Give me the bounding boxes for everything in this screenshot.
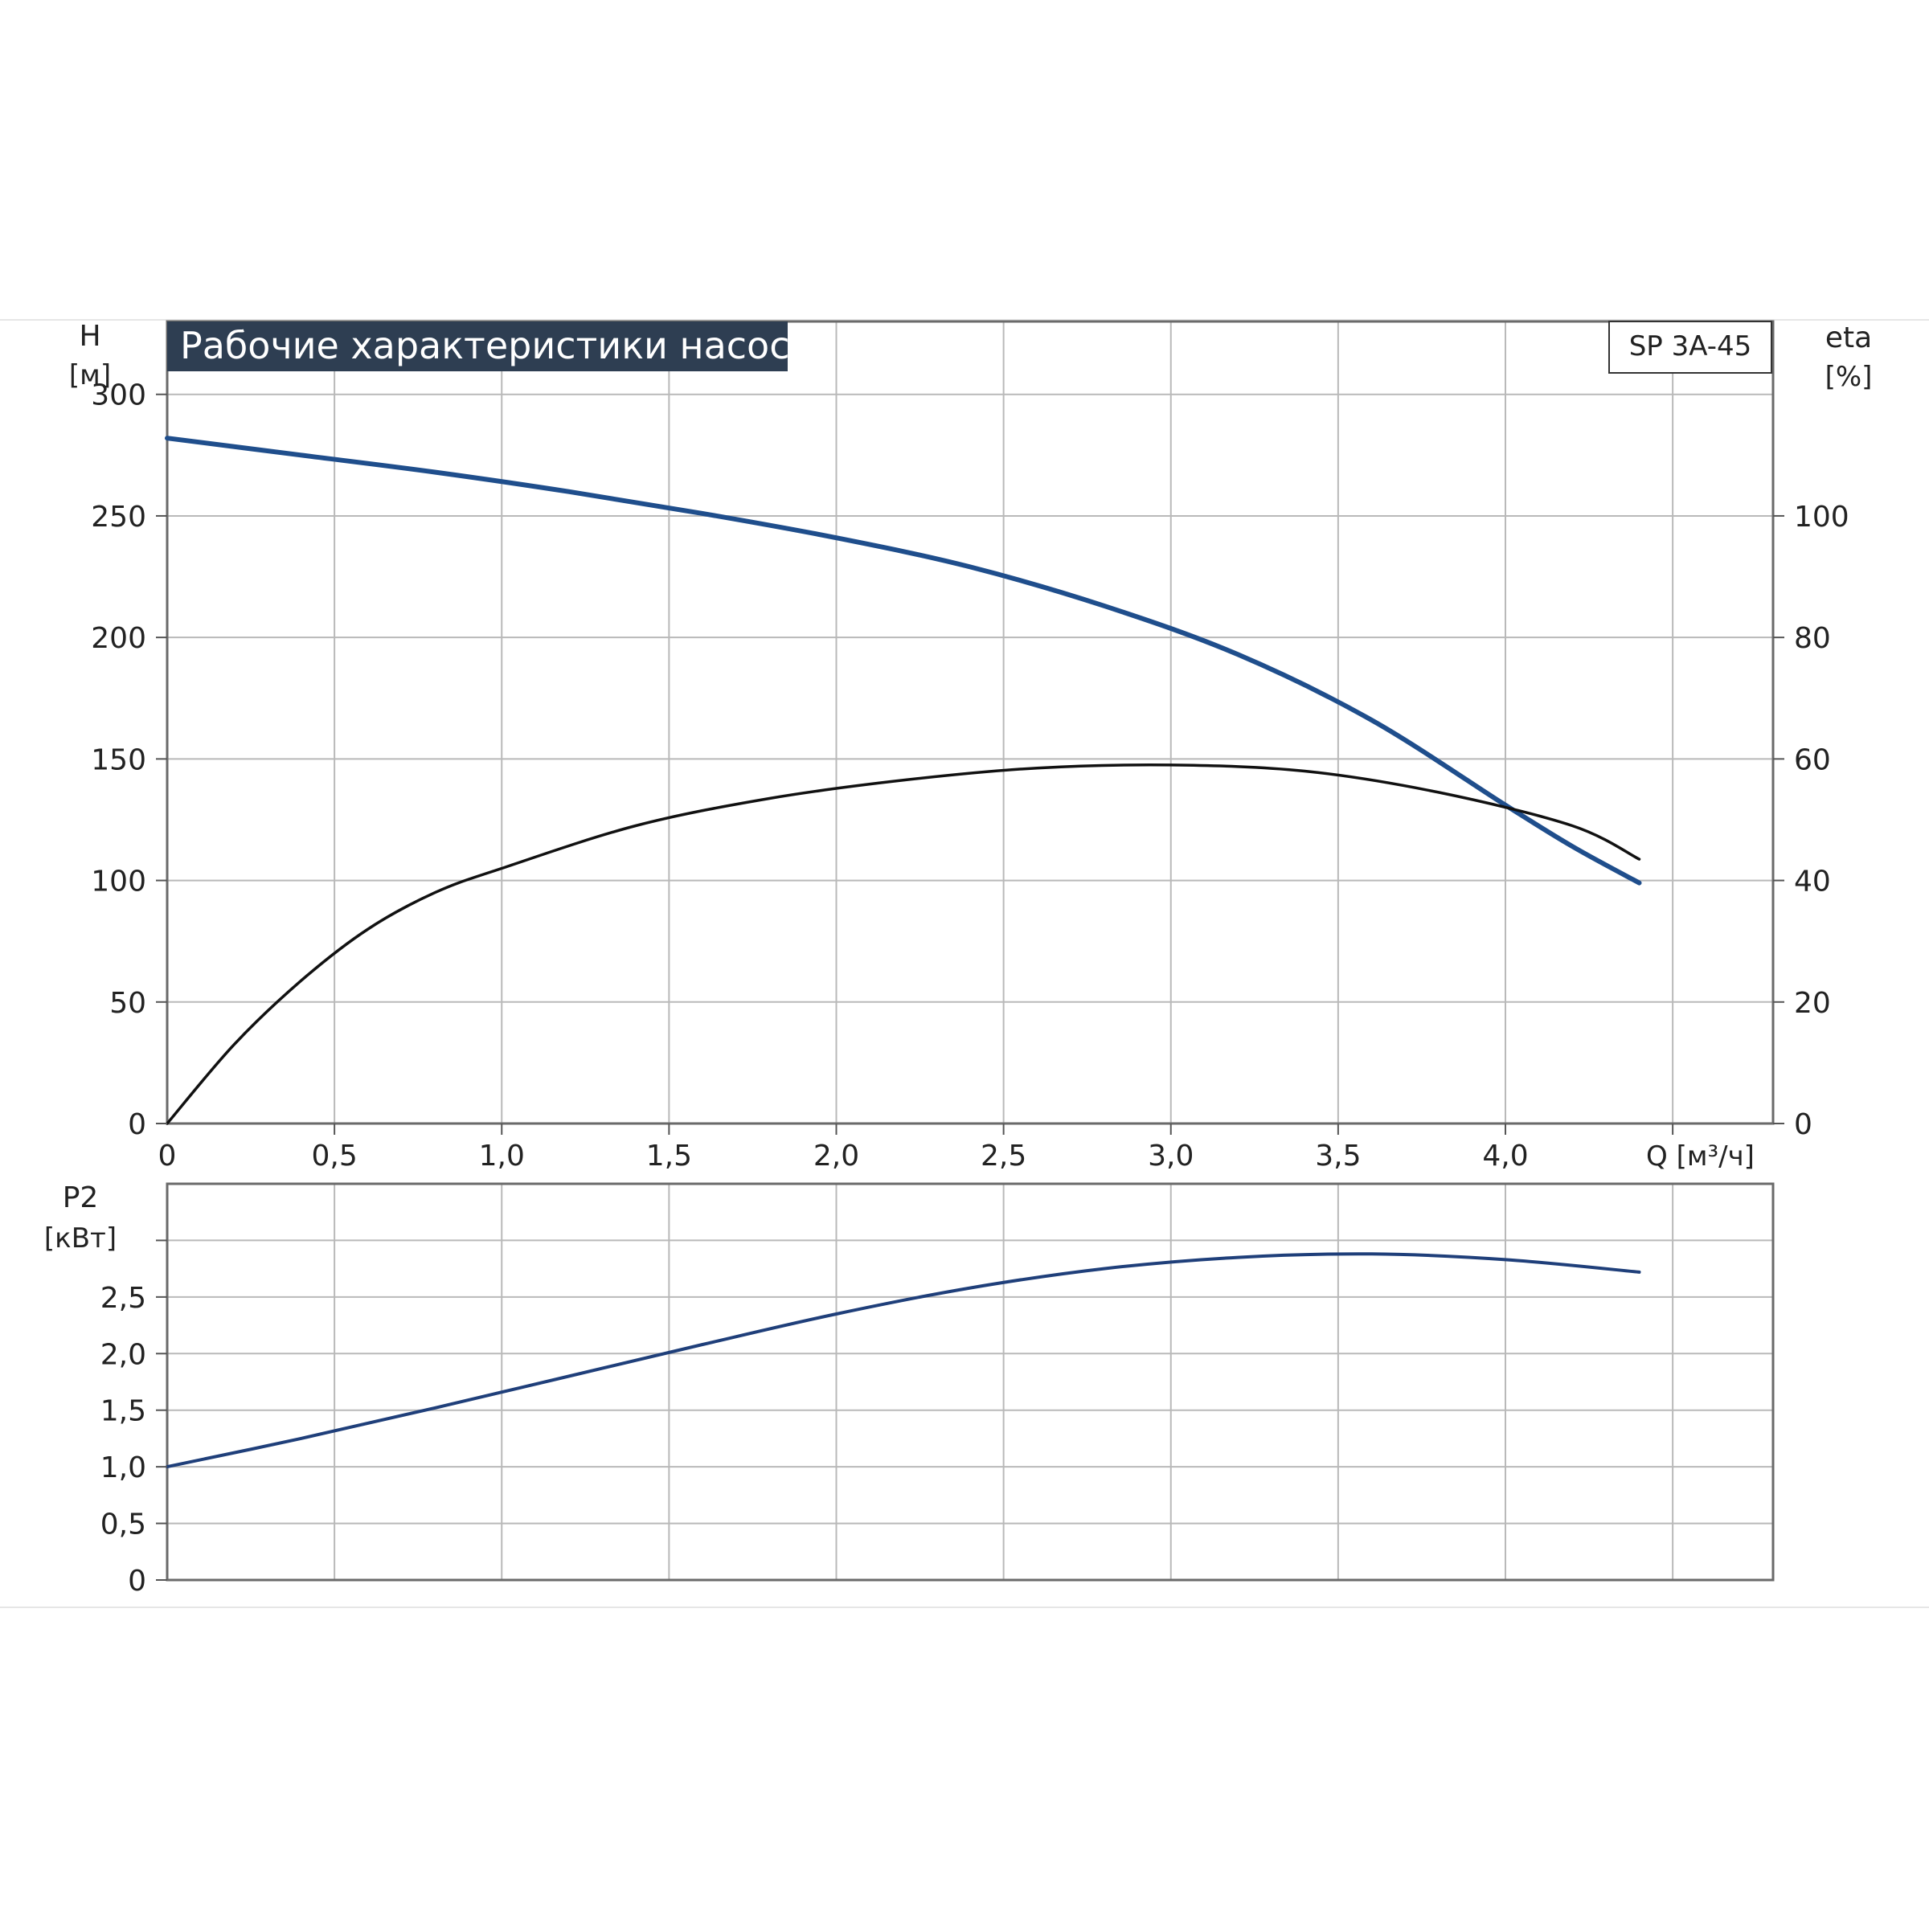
x-tick-label: 3,5: [1315, 1140, 1361, 1173]
model-label: SP 3A-45: [1629, 330, 1752, 362]
x-tick-label: 2,0: [813, 1140, 859, 1173]
x-tick-label: 2,5: [981, 1140, 1026, 1173]
x-axis-label-q: Q [м³/ч]: [1646, 1140, 1755, 1173]
x-tick-label: 0: [158, 1140, 177, 1173]
x-tick-label: 1,5: [646, 1140, 692, 1173]
y-tick-label: 100: [91, 866, 146, 898]
y-axis-label-head: H: [79, 320, 100, 353]
x-tick-label: 1,0: [479, 1140, 525, 1173]
bottom-chart-series: [166, 1252, 1641, 1469]
p2-tick-label: 1,5: [100, 1395, 146, 1428]
title-banner: [167, 321, 788, 371]
y2-tick-label: 80: [1794, 622, 1831, 655]
p2-tick-label: 2,5: [100, 1282, 146, 1315]
y2-tick-label: 40: [1794, 866, 1831, 898]
y2-axis-label-eta: eta: [1825, 321, 1872, 354]
head-curve: [165, 436, 1642, 886]
y-axis-label-p2: P2: [63, 1181, 99, 1214]
y-tick-label: 150: [91, 743, 146, 776]
top-chart-ticks: 0 0,5 1,0 1,5 2,0 2,5 3,0 3,5 4,0050100150200250…: [91, 379, 1849, 1173]
bottom-plot-frame: [166, 1182, 1775, 1582]
x-tick-label: 0,5: [311, 1140, 357, 1173]
y2-tick-label: 60: [1794, 743, 1831, 776]
y-tick-label: 300: [91, 379, 146, 412]
y2-tick-label: 100: [1794, 501, 1849, 534]
y2-tick-label: 0: [1794, 1108, 1812, 1141]
x-tick-label: 3,0: [1148, 1140, 1194, 1173]
top-plot-frame: [166, 320, 1775, 1125]
top-chart-grid: [167, 321, 1773, 1124]
y-tick-label: 200: [91, 622, 146, 655]
chart-title: Рабочие характеристики насоса: [180, 324, 813, 367]
y-axis-unit-head: [м]: [69, 359, 111, 391]
p2-tick-label: 2,0: [100, 1338, 146, 1371]
y-axis-unit-p2: [кВт]: [44, 1222, 117, 1255]
x-tick-label: 4,0: [1482, 1140, 1528, 1173]
y2-tick-label: 20: [1794, 987, 1831, 1020]
top-chart-series: [165, 436, 1642, 1125]
y-tick-label: 0: [128, 1108, 146, 1141]
efficiency-curve: [166, 763, 1641, 1125]
p2-tick-label: 0: [128, 1565, 146, 1598]
y-tick-label: 50: [109, 987, 146, 1020]
p2-tick-label: 0,5: [100, 1508, 146, 1541]
bottom-chart-grid: [167, 1184, 1773, 1580]
y2-axis-unit-eta: [%]: [1825, 361, 1873, 393]
y-tick-label: 250: [91, 501, 146, 534]
bottom-chart-ticks: 0 0,5 1,0 1,5 2,0 2,5: [100, 1239, 167, 1598]
model-label-box: [1608, 321, 1772, 374]
power-curve: [166, 1252, 1641, 1469]
p2-tick-label: 1,0: [100, 1451, 146, 1484]
